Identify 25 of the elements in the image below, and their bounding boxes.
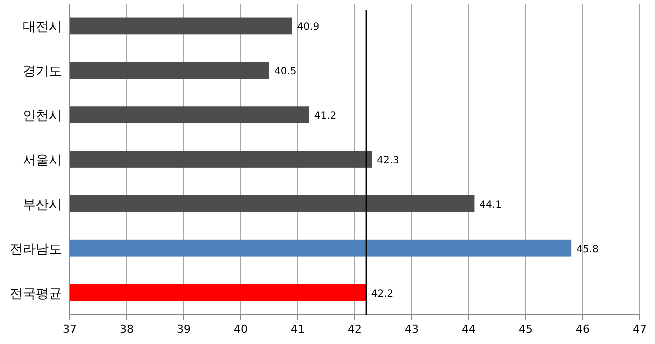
x-tick-label: 46 — [576, 323, 590, 336]
x-tick-label: 37 — [63, 323, 77, 336]
x-tick-label: 47 — [633, 323, 647, 336]
data-label: 42.2 — [371, 288, 394, 300]
x-tick-label: 44 — [462, 323, 476, 336]
data-label: 45.8 — [576, 244, 599, 256]
y-tick-label: 대전시 — [23, 20, 62, 36]
y-tick-label: 서울시 — [23, 154, 62, 168]
data-label: 44.1 — [480, 200, 502, 211]
x-tick-label: 45 — [519, 323, 533, 336]
x-tick-label: 39 — [177, 323, 191, 336]
y-tick-label: 부산시 — [23, 198, 62, 213]
y-tick-label: 전라남도 — [10, 242, 62, 258]
x-tick-label: 43 — [405, 323, 419, 336]
x-tick-label: 38 — [120, 323, 134, 336]
x-tick-label: 42 — [348, 323, 362, 336]
data-label: 42.3 — [377, 156, 400, 166]
x-tick-label: 40 — [234, 323, 248, 336]
data-label: 41.2 — [314, 111, 337, 122]
x-tick-label: 41 — [291, 323, 305, 336]
data-label: 40.9 — [297, 22, 320, 34]
y-tick-label: 전국평균 — [10, 286, 62, 302]
data-label: 40.5 — [274, 66, 297, 78]
y-tick-label: 인천시 — [23, 109, 62, 124]
y-tick-label: 경기도 — [23, 64, 62, 80]
